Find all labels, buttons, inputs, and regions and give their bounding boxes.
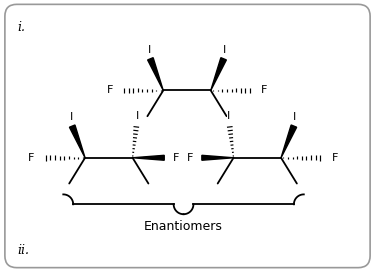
Text: I: I [148, 45, 151, 55]
Text: I: I [223, 45, 226, 55]
Text: F: F [332, 153, 338, 163]
Text: ii.: ii. [18, 244, 30, 257]
FancyBboxPatch shape [5, 4, 370, 268]
Text: F: F [187, 153, 193, 163]
Text: F: F [106, 85, 113, 95]
Text: i.: i. [18, 21, 26, 34]
Polygon shape [69, 125, 85, 158]
Polygon shape [211, 58, 226, 91]
Polygon shape [133, 155, 164, 160]
Polygon shape [148, 58, 163, 91]
Polygon shape [281, 125, 297, 158]
Text: F: F [261, 85, 268, 95]
Text: Enantiomers: Enantiomers [144, 220, 223, 233]
Text: I: I [293, 112, 297, 122]
Text: I: I [136, 111, 139, 121]
Text: I: I [70, 112, 73, 122]
Text: F: F [173, 153, 180, 163]
Text: I: I [227, 111, 230, 121]
Polygon shape [202, 155, 234, 160]
Text: F: F [28, 153, 34, 163]
